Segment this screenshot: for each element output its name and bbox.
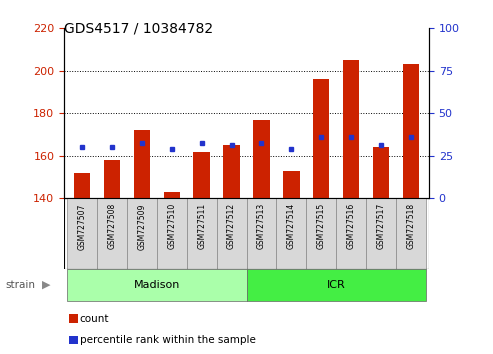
Text: strain: strain [5,280,35,290]
Text: GSM727517: GSM727517 [377,203,386,250]
FancyBboxPatch shape [366,198,396,269]
FancyBboxPatch shape [216,198,246,269]
Text: GSM727511: GSM727511 [197,203,206,249]
FancyBboxPatch shape [396,198,426,269]
Text: GSM727507: GSM727507 [77,203,87,250]
Bar [373,147,389,198]
Bar [74,173,90,198]
Bar [403,64,419,198]
Bar [164,192,180,198]
Text: GSM727509: GSM727509 [138,203,146,250]
Bar [343,60,359,198]
Text: GSM727508: GSM727508 [107,203,116,250]
Bar [104,160,120,198]
Bar [253,120,270,198]
Text: GSM727510: GSM727510 [167,203,176,250]
Text: GSM727513: GSM727513 [257,203,266,250]
Bar [283,171,300,198]
FancyBboxPatch shape [157,198,187,269]
Bar [134,130,150,198]
Text: GSM727518: GSM727518 [406,203,416,249]
Text: ICR: ICR [327,280,346,290]
Text: GSM727512: GSM727512 [227,203,236,249]
FancyBboxPatch shape [67,269,246,301]
FancyBboxPatch shape [306,198,336,269]
Text: GSM727515: GSM727515 [317,203,326,250]
Text: percentile rank within the sample: percentile rank within the sample [80,335,256,345]
Text: ▶: ▶ [42,280,50,290]
FancyBboxPatch shape [187,198,216,269]
FancyBboxPatch shape [67,198,97,269]
FancyBboxPatch shape [246,198,277,269]
Bar [313,79,329,198]
FancyBboxPatch shape [277,198,306,269]
FancyBboxPatch shape [336,198,366,269]
Text: count: count [80,314,109,324]
Text: Madison: Madison [134,280,180,290]
Bar [223,145,240,198]
Text: GDS4517 / 10384782: GDS4517 / 10384782 [64,21,213,35]
Bar [193,152,210,198]
Text: GSM727516: GSM727516 [347,203,355,250]
Text: GSM727514: GSM727514 [287,203,296,250]
FancyBboxPatch shape [97,198,127,269]
FancyBboxPatch shape [246,269,426,301]
FancyBboxPatch shape [127,198,157,269]
